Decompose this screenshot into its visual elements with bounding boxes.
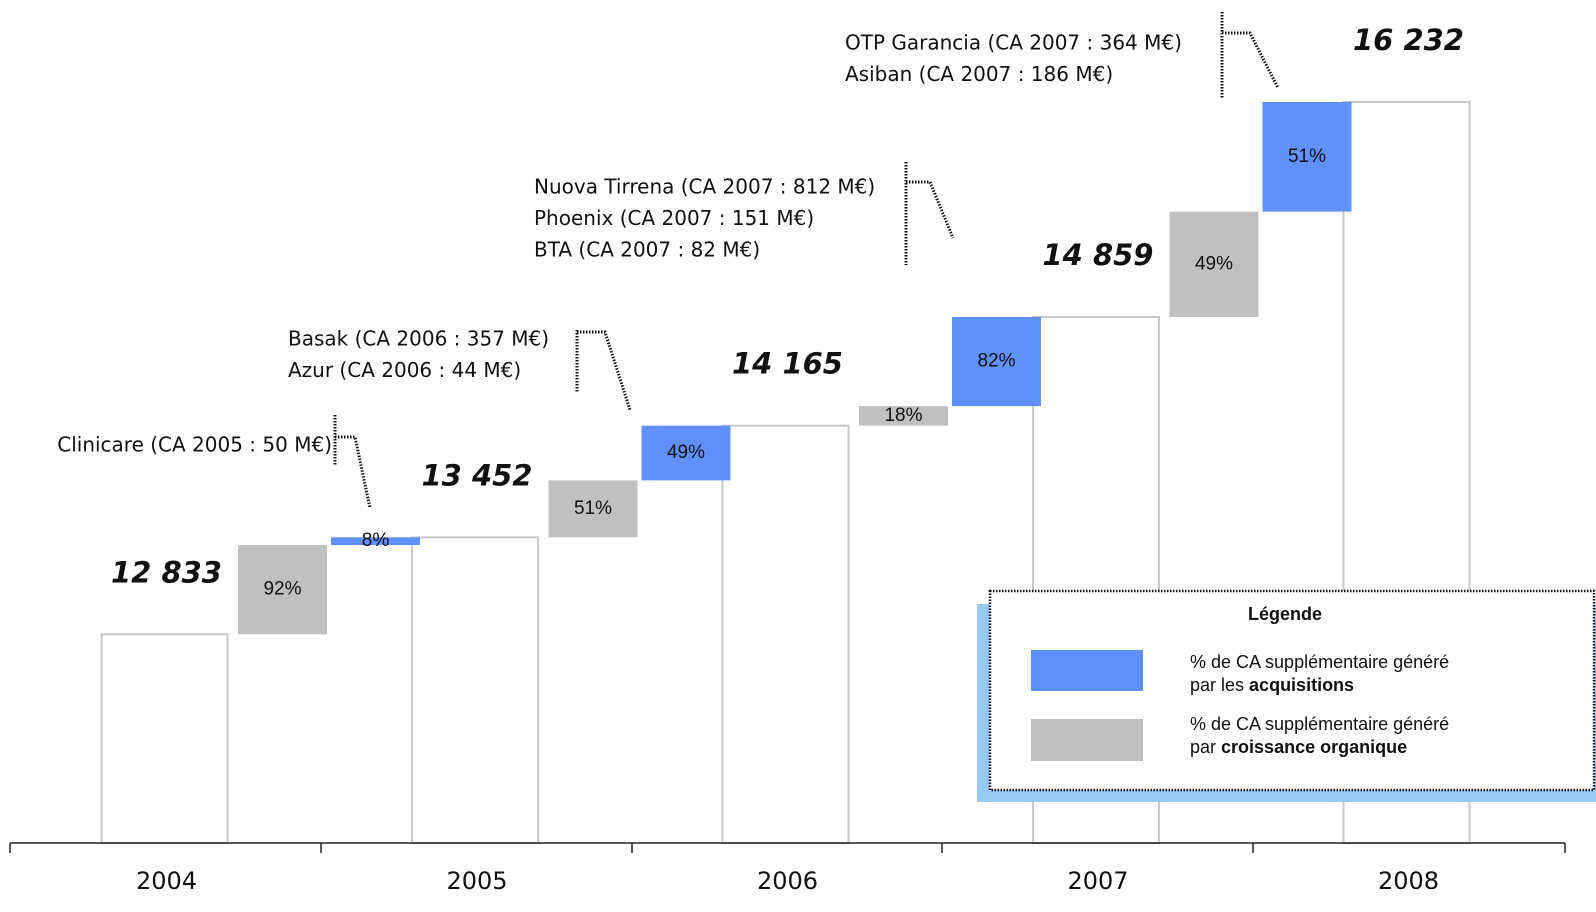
acquisition-segment (641, 425, 731, 481)
axis-ticks (9, 843, 1566, 853)
x-tick-label: 2008 (1378, 867, 1439, 895)
legend-text-bold: acquisitions (1249, 675, 1354, 695)
organic-label: 51% (574, 498, 612, 519)
total-bar (100, 633, 229, 844)
bracket (333, 415, 372, 509)
organic-label: 49% (1195, 253, 1233, 274)
annotation: Asiban (CA 2007 : 186 M€) (845, 62, 1113, 86)
legend-text-bold: croissance organique (1221, 737, 1407, 757)
organic-segment (238, 545, 327, 635)
annotation: Nuova Tirrena (CA 2007 : 812 M€) (534, 175, 875, 199)
legend-text: % de CA supplémentaire généré (1190, 714, 1449, 734)
acquisition-label: 8% (362, 530, 390, 551)
total-label: 14 165 (732, 347, 843, 381)
legend-swatch (1031, 650, 1143, 691)
acquisition-label: 49% (667, 442, 705, 463)
x-tick-label: 2006 (757, 867, 818, 895)
organic-label: 18% (884, 405, 922, 426)
legend-text: par (1190, 737, 1216, 757)
organic-label: 92% (263, 579, 301, 600)
total-bar (721, 424, 850, 844)
organic-segment (548, 480, 638, 538)
organic-segment (859, 406, 948, 426)
total-label: 14 859 (1043, 238, 1154, 272)
x-tick-label: 2007 (1067, 867, 1128, 895)
annotation: Basak (CA 2006 : 357 M€) (288, 327, 549, 351)
legend-text: par croissance organique (1190, 737, 1407, 757)
legend-title: Légende (1248, 604, 1322, 624)
total-label: 13 452 (422, 458, 533, 492)
acquisition-label: 51% (1288, 146, 1326, 167)
legend: Légende % de CA supplémentaire généré pa… (977, 589, 1596, 802)
legend-text: par les acquisitions (1190, 675, 1354, 695)
bracket (575, 330, 632, 411)
annotation: BTA (CA 2007 : 82 M€) (534, 238, 760, 262)
acquisition-segment (952, 316, 1041, 407)
legend-swatch (1031, 719, 1143, 761)
annotation: Clinicare (CA 2005 : 50 M€) (57, 433, 332, 457)
legend-text: % de CA supplémentaire généré (1190, 652, 1449, 672)
organic-segment (1169, 211, 1259, 317)
total-label: 12 833 (111, 555, 222, 589)
annotation: Azur (CA 2006 : 44 M€) (288, 358, 521, 382)
legend-text: par les (1190, 675, 1244, 695)
total-bar (411, 536, 539, 844)
total-label: 16 232 (1353, 23, 1464, 57)
annotation: Phoenix (CA 2007 : 151 M€) (534, 206, 814, 230)
acquisition-label: 82% (977, 351, 1015, 372)
axis (9, 842, 1566, 853)
x-tick-label: 2004 (136, 867, 197, 895)
annotation: OTP Garancia (CA 2007 : 364 M€) (845, 31, 1182, 55)
x-tick-label: 2005 (446, 867, 507, 895)
bracket (1220, 12, 1280, 98)
acquisition-segment (1262, 101, 1352, 212)
bracket (904, 162, 955, 265)
annotation-brackets (333, 12, 1280, 509)
acquisition-segment (331, 537, 420, 546)
